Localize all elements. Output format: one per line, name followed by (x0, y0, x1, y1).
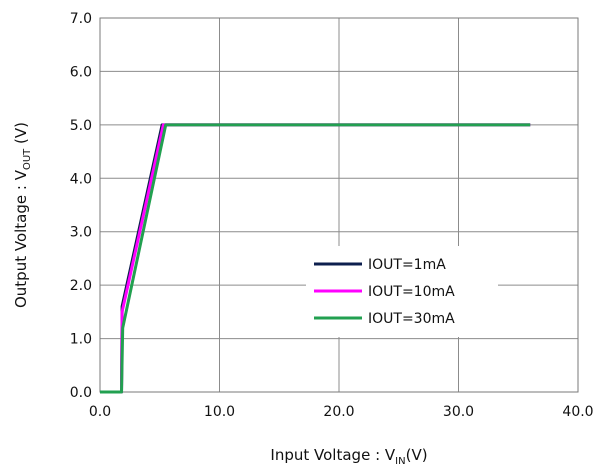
x-tick-label: 20.0 (323, 404, 354, 420)
plot-frame (99, 17, 579, 393)
series-layer (100, 123, 531, 394)
series-line-iout-30ma (100, 123, 531, 394)
legend-label: IOUT=30mA (368, 311, 455, 327)
y-tick-label: 4.0 (70, 171, 92, 187)
x-axis-title-sub: IN (395, 456, 405, 467)
y-tick-label: 2.0 (70, 278, 92, 294)
y-tick-label: 3.0 (70, 225, 92, 241)
tick-labels: 0.0 10.0 20.0 30.0 40.0 0.0 1.0 2.0 3.0 4.0 5.0 6.0… (70, 11, 594, 420)
y-tick-label: 1.0 (70, 332, 92, 348)
x-axis-title: Input Voltage : VIN(V) (270, 446, 427, 467)
y-tick-label: 6.0 (70, 64, 92, 80)
legend-label: IOUT=1mA (368, 257, 446, 273)
y-tick-label: 7.0 (70, 11, 92, 27)
y-axis-title: Output Voltage : VOUT (V) (12, 122, 33, 308)
y-axis-title-main: Output Voltage : V (12, 169, 30, 308)
x-axis-title-suffix: (V) (406, 446, 428, 464)
legend-label: IOUT=10mA (368, 284, 455, 300)
x-tick-label: 40.0 (562, 404, 593, 420)
x-tick-label: 10.0 (204, 404, 235, 420)
x-tick-label: 30.0 (443, 404, 474, 420)
y-tick-label: 5.0 (70, 118, 92, 134)
x-axis-title-main: Input Voltage : V (270, 446, 395, 464)
x-tick-label: 0.0 (89, 404, 111, 420)
y-axis-title-sub: OUT (22, 148, 33, 170)
legend: IOUT=1mA IOUT=10mA IOUT=30mA (306, 246, 498, 337)
y-tick-label: 0.0 (70, 385, 92, 401)
y-axis-title-suffix: (V) (12, 122, 30, 149)
